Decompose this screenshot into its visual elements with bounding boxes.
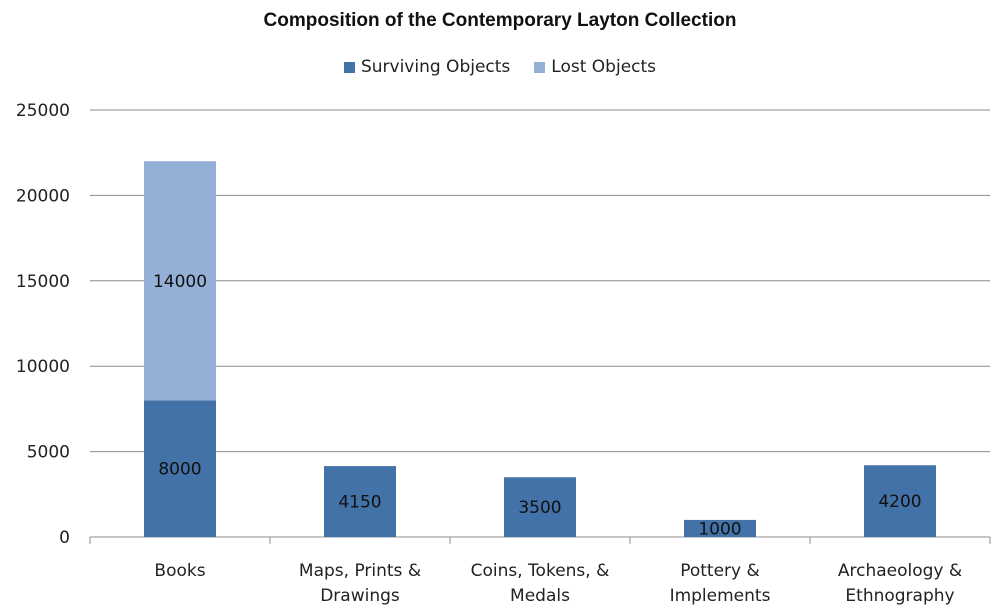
bar-surviving — [504, 477, 576, 537]
chart-legend: Surviving Objects Lost Objects — [0, 57, 1000, 77]
bar-surviving — [684, 519, 756, 537]
data-label: 4150 — [338, 493, 381, 513]
data-label: 3500 — [518, 498, 561, 518]
y-tick-label: 0 — [59, 528, 70, 548]
legend-label-surviving: Surviving Objects — [360, 57, 511, 77]
y-tick-label: 15000 — [16, 272, 70, 292]
data-label: 4200 — [878, 492, 921, 512]
category-label: Drawings — [320, 586, 400, 606]
category-label: Coins, Tokens, & — [471, 561, 610, 581]
category-label: Ethnography — [845, 586, 954, 606]
bar-surviving — [324, 466, 396, 537]
y-tick-label: 25000 — [16, 101, 70, 121]
legend-label-lost: Lost Objects — [551, 57, 657, 77]
category-label: Implements — [670, 586, 771, 606]
data-label: 8000 — [158, 460, 201, 480]
category-label: Medals — [510, 586, 570, 606]
category-label: Archaeology & — [838, 561, 962, 581]
bar-surviving — [144, 400, 216, 537]
category-label: Maps, Prints & — [299, 561, 421, 581]
chart-title: Composition of the Contemporary Layton C… — [263, 10, 737, 31]
y-tick-label: 20000 — [16, 186, 70, 206]
category-label: Pottery & — [680, 561, 760, 581]
data-label: 14000 — [153, 272, 207, 292]
legend-swatch-surviving — [343, 61, 355, 73]
y-tick-label: 5000 — [27, 443, 70, 463]
data-label: 1000 — [698, 519, 741, 539]
legend-swatch-lost — [534, 61, 546, 73]
category-label: Books — [154, 561, 205, 581]
bar-surviving — [864, 465, 936, 537]
y-tick-label: 10000 — [16, 357, 70, 377]
legend-item-surviving: Surviving Objects — [343, 57, 511, 77]
legend-item-lost: Lost Objects — [534, 57, 656, 77]
bar-lost — [144, 161, 216, 401]
